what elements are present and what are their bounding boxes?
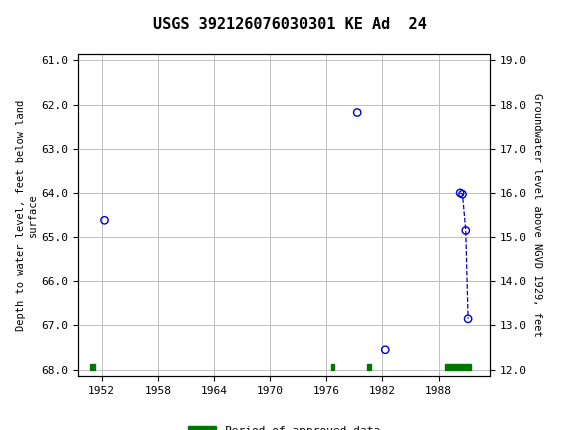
Text: USGS 392126076030301 KE Ad  24: USGS 392126076030301 KE Ad 24 [153, 17, 427, 32]
Bar [445, 364, 472, 370]
Point [100, 217, 109, 224]
Point [455, 190, 465, 197]
Point [461, 227, 470, 234]
Point [458, 191, 467, 198]
Point [380, 346, 390, 353]
Bar [90, 364, 95, 370]
Text: ≡USGS: ≡USGS [7, 9, 78, 27]
Legend: Period of approved data: Period of approved data [184, 421, 385, 430]
Y-axis label: Depth to water level, feet below land
surface: Depth to water level, feet below land su… [16, 99, 38, 331]
Y-axis label: Groundwater level above NGVD 1929, feet: Groundwater level above NGVD 1929, feet [532, 93, 542, 337]
Bar [368, 364, 371, 370]
Point [463, 315, 473, 322]
Bar [331, 364, 334, 370]
Point [353, 109, 362, 116]
